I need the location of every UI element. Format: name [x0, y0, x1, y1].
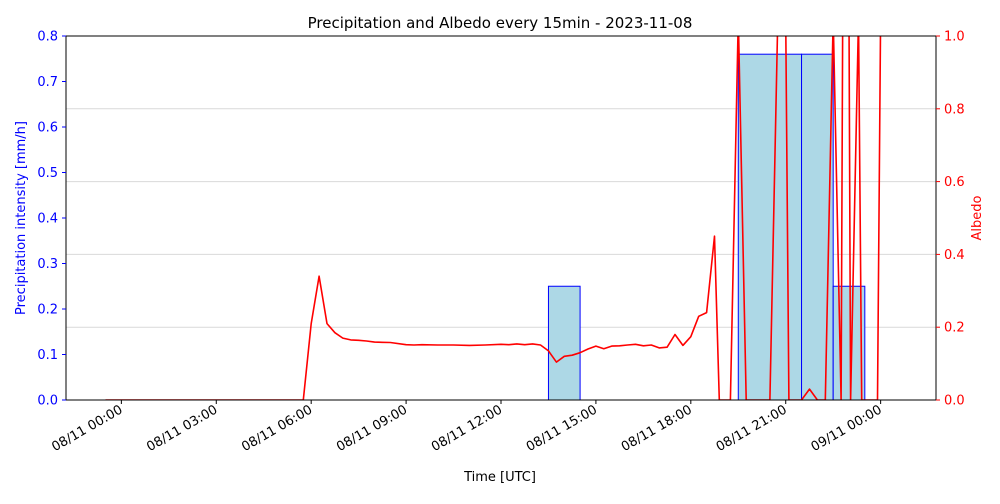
albedo-line	[105, 36, 882, 400]
left-y-tick-label: 0.0	[37, 394, 58, 409]
x-tick-label: 08/11 15:00	[524, 402, 600, 455]
left-y-tick-label: 0.8	[37, 30, 58, 45]
left-y-tick-label: 0.1	[37, 348, 58, 363]
left-y-tick-label: 0.2	[37, 303, 58, 318]
left-y-axis: 0.0 0.1 0.2 0.3 0.4 0.5 0.6 0.7 0.8	[37, 30, 66, 409]
right-y-axis-label: Albedo	[970, 195, 985, 240]
chart-title: Precipitation and Albedo every 15min - 2…	[308, 14, 693, 32]
x-tick-label: 08/11 21:00	[714, 402, 790, 455]
x-tick-label: 08/11 00:00	[49, 402, 125, 455]
right-y-tick-label: 0.4	[944, 248, 965, 263]
left-y-tick-label: 0.5	[37, 166, 58, 181]
x-tick-label: 08/11 18:00	[619, 402, 695, 455]
left-y-axis-label: Precipitation intensity [mm/h]	[14, 121, 29, 315]
precipitation-bar	[801, 53, 834, 401]
x-tick-label: 08/11 03:00	[144, 402, 220, 455]
x-tick-label: 09/11 00:00	[809, 402, 885, 455]
x-tick-label: 08/11 09:00	[334, 402, 410, 455]
albedo-line-layer	[105, 36, 882, 400]
left-y-tick-label: 0.6	[37, 121, 58, 136]
right-y-tick-label: 0.2	[944, 321, 965, 336]
precipitation-bar	[737, 53, 803, 401]
right-y-tick-label: 0.0	[944, 394, 965, 409]
precipitation-bars	[547, 53, 866, 401]
right-y-tick-label: 0.8	[944, 102, 965, 117]
right-y-axis: 0.0 0.2 0.4 0.6 0.8 1.0	[936, 30, 965, 409]
right-y-tick-label: 1.0	[944, 30, 965, 45]
left-y-tick-label: 0.4	[37, 212, 58, 227]
x-axis: 08/11 00:00 08/11 03:00 08/11 06:00 08/11 0…	[49, 400, 885, 455]
x-tick-label: 08/11 06:00	[239, 402, 315, 455]
left-y-tick-label: 0.3	[37, 257, 58, 272]
x-tick-label: 08/11 12:00	[429, 402, 505, 455]
precipitation-bar	[547, 285, 581, 401]
right-y-tick-label: 0.6	[944, 175, 965, 190]
x-axis-label: Time [UTC]	[463, 470, 536, 485]
left-y-tick-label: 0.7	[37, 75, 58, 90]
precipitation-bar	[832, 285, 866, 401]
